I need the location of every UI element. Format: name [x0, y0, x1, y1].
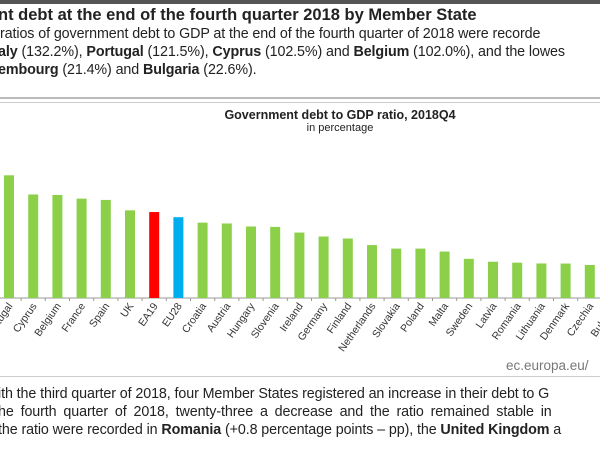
text-segment: (21.4%) and — [58, 62, 143, 78]
x-tick-label: France — [59, 301, 88, 335]
x-tick-label: Spain — [87, 301, 112, 330]
bar-slovenia — [270, 226, 281, 298]
text-segment: (132.2%), — [17, 44, 87, 60]
outro-line-3: the ratio were recorded in Romania (+0.8… — [0, 422, 561, 438]
outro-line-2: he fourth quarter of 2018, twenty-three … — [0, 404, 552, 420]
text-segment: (22.6%). — [199, 62, 257, 78]
bar-spain — [100, 199, 111, 298]
text-segment: (+0.8 percentage points – pp), the — [221, 422, 441, 438]
bar-germany — [318, 236, 329, 298]
chart-frame-top — [0, 102, 600, 103]
bar-latvia — [488, 261, 498, 298]
bar-hungary — [246, 226, 256, 298]
source-label: ec.europa.eu/ — [506, 358, 589, 373]
intro-line-3: embourg (21.4%) and Bulgaria (22.6%). — [0, 62, 257, 78]
bold-term: Romania — [161, 422, 222, 438]
bar-eu28 — [173, 217, 184, 298]
top-bar — [0, 0, 600, 4]
intro-line-2: aly (132.2%), Portugal (121.5%), Cyprus … — [0, 44, 565, 60]
bold-term: aly — [0, 44, 18, 60]
x-tick-label: Croatia — [180, 301, 209, 336]
bold-term: United Kingdom — [440, 422, 550, 438]
bar-netherlands — [367, 245, 377, 298]
chart-subtitle: in percentage — [306, 122, 374, 134]
x-tick-label: UK — [118, 301, 136, 320]
text-segment: a — [549, 422, 562, 438]
bar-malta — [439, 251, 450, 298]
bold-term: embourg — [0, 62, 59, 78]
chart-frame-bottom — [0, 376, 600, 377]
section-heading: nt debt at the end of the fourth quarter… — [0, 6, 477, 24]
x-tick-label: Portugal — [0, 301, 15, 340]
bar-lithuania — [536, 263, 547, 298]
x-tick-label: EA19 — [136, 301, 161, 329]
bar-portugal — [4, 175, 14, 298]
bold-term: Belgium — [353, 44, 410, 60]
bold-term: Bulgaria — [143, 62, 200, 78]
bar-croatia — [197, 222, 208, 298]
chart-title: Government debt to GDP ratio, 2018Q4 — [224, 108, 456, 122]
text-segment: (102.0%), and the lowes — [409, 44, 565, 60]
divider — [0, 97, 600, 99]
bar-romania — [512, 262, 523, 298]
bar-austria — [221, 223, 232, 298]
text-segment: the ratio were recorded in — [0, 422, 162, 438]
bar-czechia — [584, 264, 595, 298]
text-segment: (102.5%) and — [261, 44, 354, 60]
bar-denmark — [560, 263, 571, 298]
bar-ea19 — [149, 212, 160, 298]
bar-slovakia — [391, 248, 402, 298]
x-tick-label: Poland — [398, 301, 427, 335]
bar-poland — [415, 248, 426, 298]
bold-term: Portugal — [86, 44, 144, 60]
outro-line-1: ith the third quarter of 2018, four Memb… — [0, 386, 550, 402]
bar-ireland — [294, 232, 305, 298]
bar-cyprus — [28, 194, 39, 298]
bar-belgium — [52, 194, 63, 298]
text-segment: (121.5%), — [143, 44, 213, 60]
x-tick-label: Malta — [426, 301, 451, 329]
bold-term: Cyprus — [212, 44, 262, 60]
bar-sweden — [463, 258, 474, 298]
bar-france — [76, 198, 87, 298]
intro-line-1: ratios of government debt to GDP at the … — [0, 26, 541, 42]
bar-finland — [342, 238, 353, 298]
bar-uk — [125, 210, 135, 298]
